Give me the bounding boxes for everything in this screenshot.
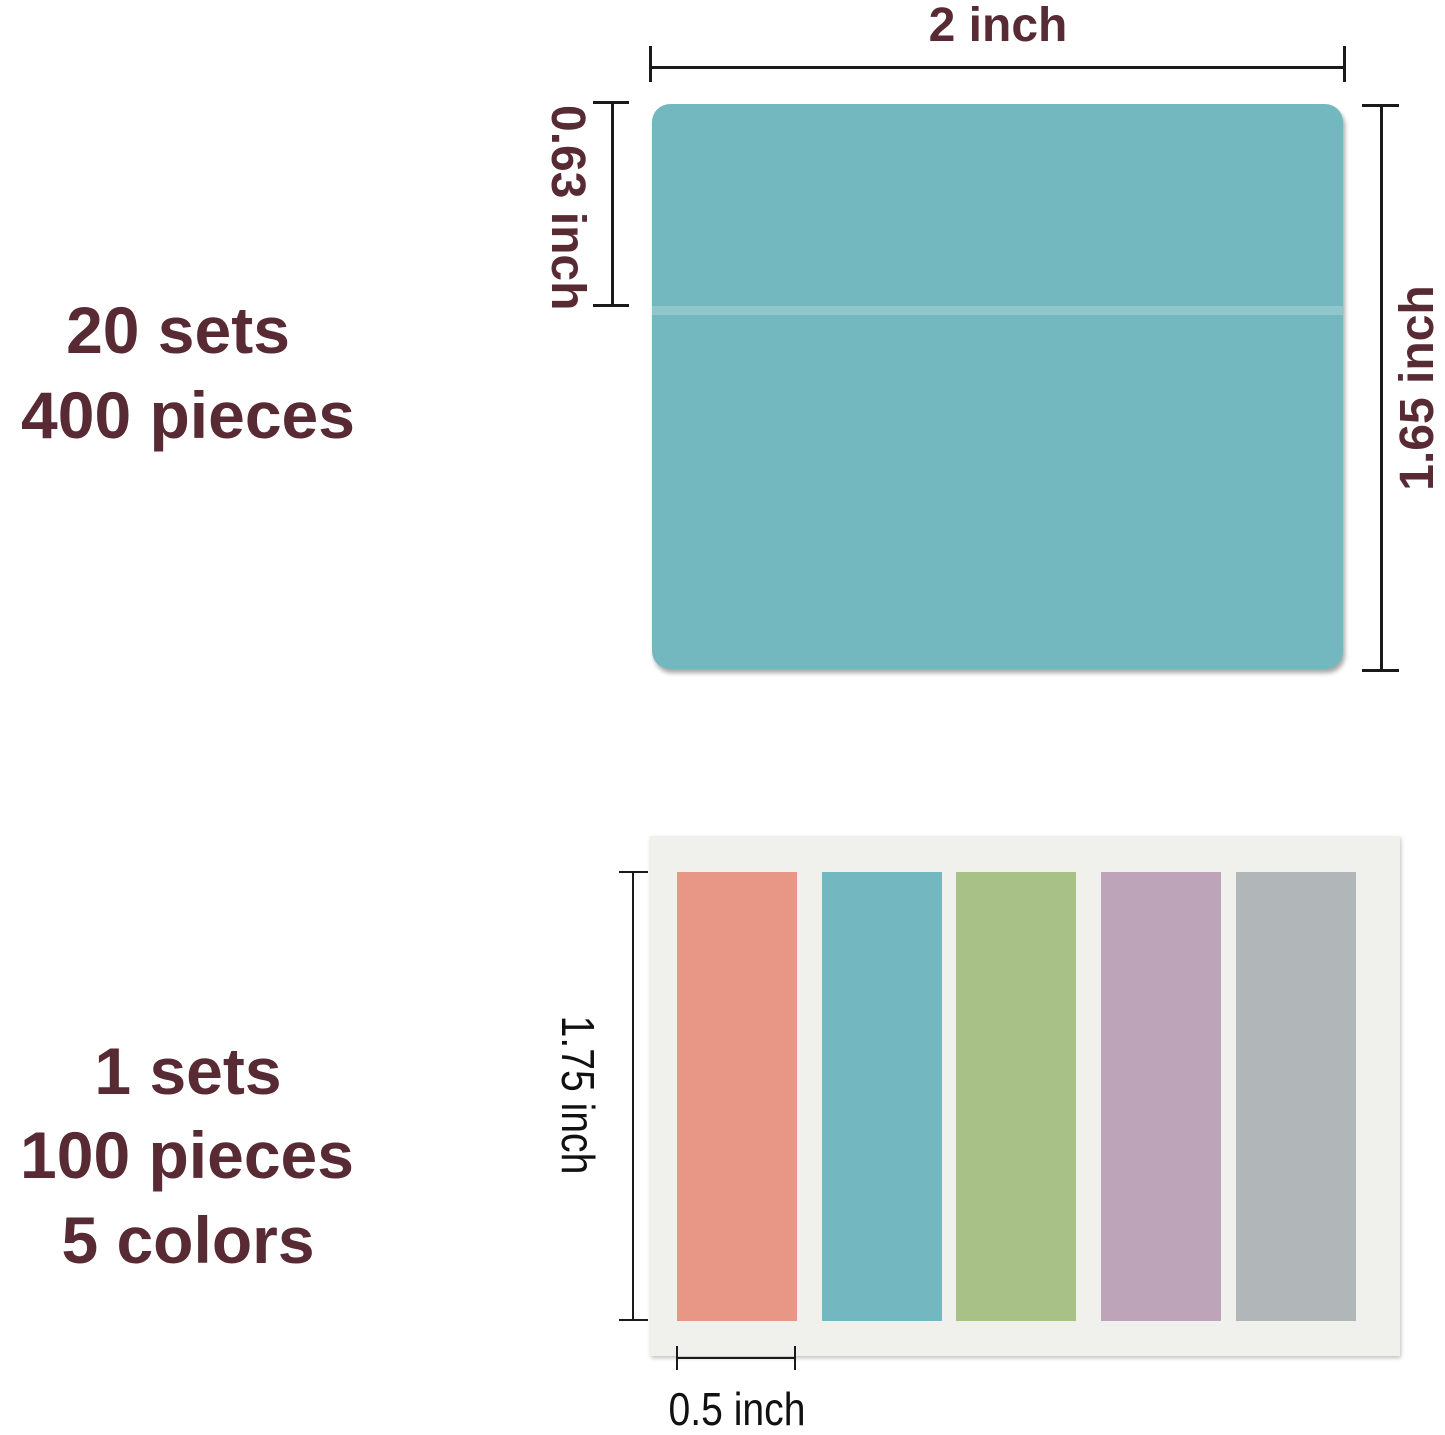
tab-width-dimension-line [677, 1357, 796, 1359]
tab-width-label: 0.5 inch [668, 1383, 806, 1435]
sticky-tab-card [652, 104, 1343, 669]
tab-height-dimension-line [611, 102, 614, 306]
tab-gray [1236, 872, 1356, 1321]
tab-teal [822, 872, 942, 1321]
tab-width-tick-left [676, 1346, 678, 1370]
piece-count-top: 400 pieces [21, 378, 355, 452]
tab-width-tick-right [794, 1346, 796, 1370]
width-dimension-line [650, 66, 1345, 69]
tab-length-tick-top [619, 871, 648, 873]
tab-green [956, 872, 1076, 1321]
tab-height-tick-top [593, 101, 629, 104]
height-tick-bottom [1362, 669, 1399, 672]
set-count-bottom: 1 sets [94, 1034, 282, 1108]
tab-height-tick-bottom [593, 304, 629, 307]
width-tick-right [1343, 46, 1346, 82]
tab-height-label: 0.63 inch [541, 105, 594, 311]
height-tick-top [1362, 104, 1399, 107]
tab-divider-line [652, 306, 1343, 315]
tab-salmon [677, 872, 797, 1321]
tab-length-dimension-line [632, 872, 634, 1321]
tab-length-tick-bottom [619, 1319, 648, 1321]
width-tick-left [649, 46, 652, 82]
height-label: 1.65 inch [1391, 285, 1444, 491]
set-count-top: 20 sets [66, 293, 290, 367]
color-count: 5 colors [61, 1203, 315, 1277]
piece-count-bottom: 100 pieces [20, 1118, 354, 1192]
tab-lavender [1101, 872, 1221, 1321]
height-dimension-line [1380, 105, 1383, 671]
tab-length-label: 1.75 inch [552, 1015, 604, 1175]
width-label: 2 inch [928, 0, 1068, 52]
